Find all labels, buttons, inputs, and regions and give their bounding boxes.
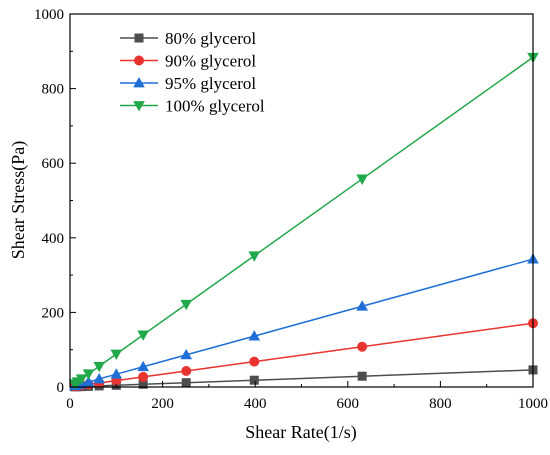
data-point [181,378,191,388]
data-point [248,330,261,341]
series-3 [68,253,539,391]
data-point [110,349,123,361]
y-tick-label: 200 [42,305,65,321]
data-point [82,375,95,387]
data-point [181,365,192,376]
legend-item: 90% glycerol [120,52,256,71]
legend-marker [134,33,144,43]
data-point [249,375,259,385]
x-tick-label: 0 [66,396,74,412]
y-axis-title: Shear Stress(Pa) [8,141,29,259]
data-point [180,348,193,360]
series-4 [68,52,539,390]
legend-label: 95% glycerol [165,74,256,93]
y-tick-label: 600 [42,156,65,172]
data-point [249,356,260,367]
y-tick-label: 0 [57,380,65,396]
data-point [180,299,193,311]
data-point [356,300,368,311]
data-point [138,371,149,382]
x-tick-label: 800 [429,396,452,412]
legend-marker [134,55,144,66]
legend-marker [133,101,145,112]
data-point [82,369,95,380]
data-point [110,368,123,379]
data-point [357,371,367,381]
data-point [357,341,368,352]
data-point [356,174,368,185]
axes: 0 200 400 600 800 1000 0 200 400 600 800 1000 [34,7,548,412]
y-tick-label: 1000 [34,7,64,23]
y-tick-label: 400 [42,231,65,247]
data-point [248,251,261,262]
legend-marker [133,77,145,88]
legend: 80% glycerol 90% glycerol 95% glycerol 100%… [120,29,265,116]
x-axis-title: Shear Rate(1/s) [245,422,356,443]
y-tick-label: 800 [42,82,65,98]
legend-item: 80% glycerol [120,29,256,48]
data-point [137,360,149,372]
data-point [93,361,105,373]
x-tick-label: 200 [151,396,174,412]
legend-item: 100% glycerol [120,97,265,116]
data-point [75,374,88,385]
x-tick-label: 400 [244,396,267,412]
data-point [93,372,105,384]
series-2 [69,318,538,392]
legend-label: 80% glycerol [165,29,256,48]
data-point [138,379,148,389]
x-tick-label: 1000 [518,396,548,412]
legend-label: 90% glycerol [165,52,256,71]
x-tick-label: 600 [337,396,360,412]
data-point [137,330,149,341]
legend-label: 100% glycerol [165,97,265,116]
legend-item: 95% glycerol [120,74,256,93]
